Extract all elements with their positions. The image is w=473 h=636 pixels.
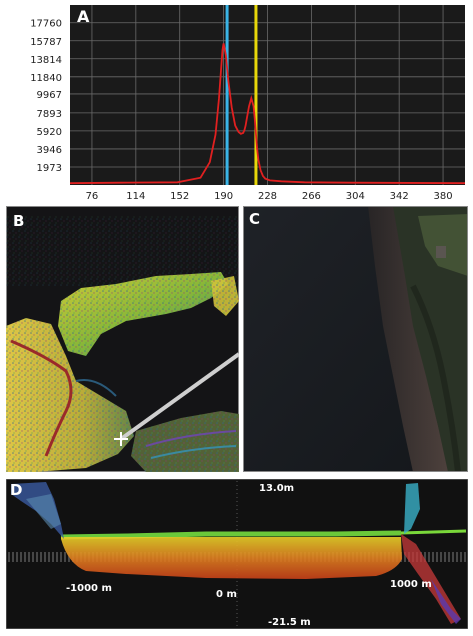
histogram-chart: 17760 15787 13814 11840 9967 7893 5920 3946 1973… — [30, 5, 466, 202]
profile-left-distance: -1000 m — [66, 583, 112, 594]
crosshair-cursor[interactable] — [114, 432, 128, 446]
x-tick-label: 190 — [214, 191, 233, 200]
x-tick-label: 304 — [346, 191, 365, 200]
panel-label-b: B — [13, 212, 24, 230]
histogram-panel: 17760 15787 13814 11840 9967 7893 5920 3946 1973… — [0, 0, 473, 202]
profile-top-label: 13.0m — [259, 483, 294, 494]
water-surface — [60, 530, 402, 540]
x-tick-label: 380 — [434, 191, 453, 200]
y-tick-label: 1973 — [37, 163, 62, 174]
elevation-profile: 13.0m -21.5 m -1000 m 0 m 1000 m D — [5, 478, 469, 630]
profile-center-distance: 0 m — [216, 589, 237, 600]
relief-map: B — [5, 205, 241, 473]
y-tick-label: 7893 — [37, 109, 62, 120]
x-tick-label: 76 — [86, 191, 99, 200]
transect-line[interactable] — [119, 352, 241, 441]
aerial-photo: C — [242, 205, 469, 473]
profile-right-distance: 1000 m — [390, 579, 432, 590]
aerial-photo-panel: C — [242, 205, 469, 473]
panel-label-d: D — [10, 481, 22, 499]
x-tick-label: 114 — [126, 191, 145, 200]
y-tick-label: 9967 — [37, 90, 62, 101]
y-tick-label: 13814 — [30, 55, 62, 66]
x-tick-label: 152 — [170, 191, 189, 200]
x-tick-label: 228 — [258, 191, 277, 200]
y-tick-label: 11840 — [30, 73, 62, 84]
y-tick-label: 17760 — [30, 19, 62, 30]
elevation-profile-panel: 13.0m -21.5 m -1000 m 0 m 1000 m D — [5, 478, 469, 630]
seabed-profile — [61, 537, 402, 579]
building — [436, 246, 446, 258]
relief-map-panel: B — [5, 205, 241, 473]
right-shore-points — [401, 483, 461, 624]
x-tick-label: 266 — [302, 191, 321, 200]
y-tick-label: 15787 — [30, 37, 62, 48]
profile-bottom-label: -21.5 m — [268, 617, 311, 628]
river-channel — [10, 339, 73, 457]
x-tick-label: 342 — [390, 191, 409, 200]
panel-label-a: A — [77, 7, 90, 26]
y-tick-label: 3946 — [37, 145, 62, 156]
left-shore-points — [11, 482, 64, 539]
panel-label-c: C — [249, 210, 260, 228]
y-tick-label: 5920 — [37, 127, 62, 138]
beach-strip — [368, 206, 453, 472]
spectrum-series-line — [69, 43, 466, 185]
